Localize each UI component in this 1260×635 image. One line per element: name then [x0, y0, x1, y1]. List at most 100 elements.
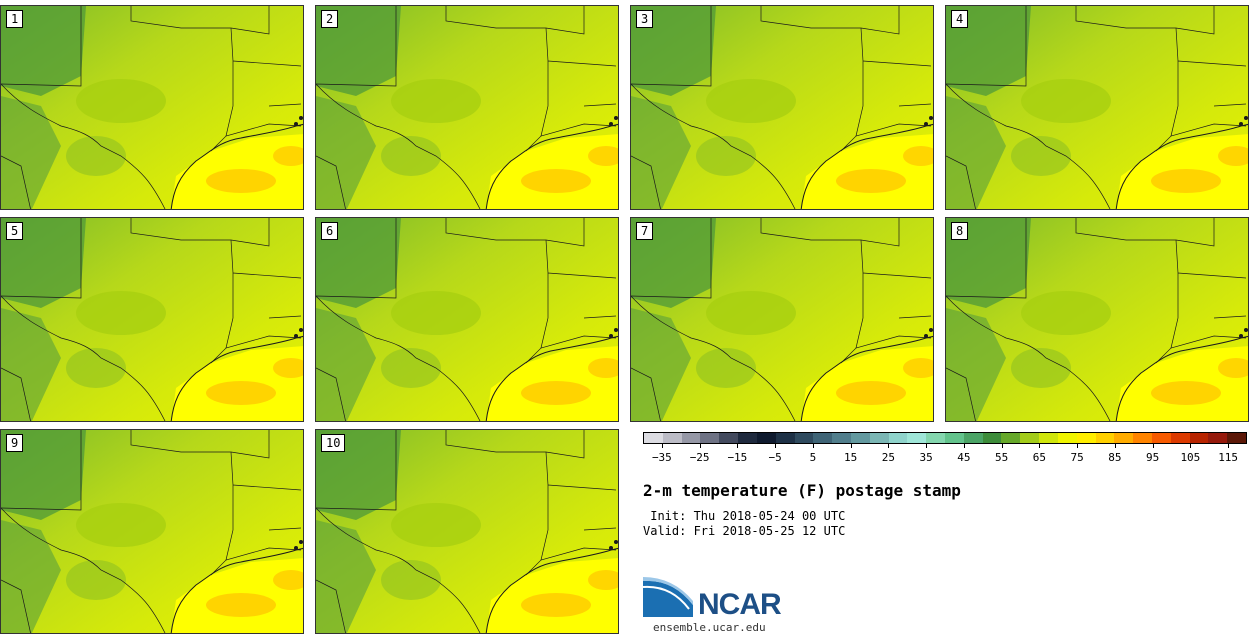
- colorbar-tick: [1001, 444, 1003, 448]
- colorbar-swatch: [945, 433, 964, 443]
- colorbar-swatch: [738, 433, 757, 443]
- colorbar-tick: [1152, 444, 1154, 448]
- member-label: 10: [321, 434, 346, 452]
- colorbar-tick-label: 115: [1218, 451, 1239, 464]
- colorbar-tick-label: −15: [727, 451, 748, 464]
- colorbar-swatch: [907, 433, 927, 443]
- temperature-map: [946, 218, 1248, 421]
- colorbar-tick: [888, 444, 890, 448]
- colorbar-swatch: [1039, 433, 1058, 443]
- colorbar-swatch: [850, 433, 870, 443]
- colorbar-tick-label: 55: [995, 451, 1009, 464]
- valid-time: Valid: Fri 2018-05-25 12 UTC: [643, 524, 846, 538]
- colorbar-tick-label: 85: [1108, 451, 1122, 464]
- colorbar-tick-label: 95: [1146, 451, 1160, 464]
- colorbar-tick: [699, 444, 701, 448]
- colorbar-swatch: [1208, 433, 1228, 443]
- colorbar-tick: [926, 444, 928, 448]
- colorbar-tick-label: 105: [1180, 451, 1201, 464]
- member-label: 9: [6, 434, 24, 452]
- temperature-map: [1, 430, 303, 633]
- colorbar-swatch: [1170, 433, 1190, 443]
- ncar-logo-icon: [643, 577, 693, 617]
- ncar-logo-text: NCAR: [698, 588, 782, 621]
- member-label: 1: [6, 10, 24, 28]
- colorbar-tick-label: 5: [809, 451, 817, 464]
- map-panel-9: 9: [0, 429, 304, 634]
- colorbar-swatch: [1095, 433, 1115, 443]
- colorbar-tick-label: −25: [689, 451, 710, 464]
- colorbar-ticks: −35 −25 −15 −5 5 15 25 35 45 55 65 75 85 95 105 115: [643, 444, 1247, 464]
- colorbar-tick: [775, 444, 777, 448]
- temperature-map: [1, 6, 303, 209]
- colorbar-tick: [850, 444, 852, 448]
- colorbar-swatch: [869, 433, 889, 443]
- colorbar-tick: [661, 444, 663, 448]
- colorbar-tick-label: 75: [1070, 451, 1084, 464]
- colorbar-swatch: [1020, 433, 1040, 443]
- colorbar-swatch: [719, 433, 739, 443]
- map-panel-5: 5: [0, 217, 304, 422]
- member-label: 4: [951, 10, 969, 28]
- colorbar-swatch: [982, 433, 1002, 443]
- map-panel-2: 2: [315, 5, 619, 210]
- colorbar-tick-label: 35: [919, 451, 933, 464]
- colorbar-tick: [1228, 444, 1230, 448]
- map-panel-1: 1: [0, 5, 304, 210]
- colorbar-tick-label: 25: [881, 451, 895, 464]
- temperature-map: [631, 218, 933, 421]
- temperature-map: [1, 218, 303, 421]
- colorbar-swatch: [681, 433, 701, 443]
- member-label: 2: [321, 10, 339, 28]
- member-label: 8: [951, 222, 969, 240]
- colorbar-tick-label: −35: [651, 451, 672, 464]
- colorbar-swatch: [1189, 433, 1209, 443]
- temperature-map: [316, 430, 618, 633]
- colorbar-swatch: [775, 433, 795, 443]
- colorbar-tick-label: 45: [957, 451, 971, 464]
- colorbar-swatch: [813, 433, 833, 443]
- member-label: 6: [321, 222, 339, 240]
- colorbar: [643, 432, 1247, 444]
- colorbar-tick: [812, 444, 814, 448]
- map-panel-6: 6: [315, 217, 619, 422]
- colorbar-tick: [1190, 444, 1192, 448]
- init-time: Init: Thu 2018-05-24 00 UTC: [643, 509, 846, 523]
- colorbar-swatch: [888, 433, 908, 443]
- colorbar-swatch: [963, 433, 983, 443]
- colorbar-swatch: [794, 433, 814, 443]
- colorbar-swatch: [1001, 433, 1021, 443]
- colorbar-tick: [1077, 444, 1079, 448]
- temperature-map: [316, 218, 618, 421]
- colorbar-tick: [737, 444, 739, 448]
- colorbar-swatch: [832, 433, 851, 443]
- colorbar-tick: [1114, 444, 1116, 448]
- temperature-map: [631, 6, 933, 209]
- member-label: 3: [636, 10, 654, 28]
- colorbar-swatch: [1076, 433, 1096, 443]
- member-label: 5: [6, 222, 24, 240]
- colorbar-tick: [1039, 444, 1041, 448]
- map-panel-3: 3: [630, 5, 934, 210]
- site-url: ensemble.ucar.edu: [653, 621, 766, 634]
- map-panel-8: 8: [945, 217, 1249, 422]
- map-panel-10: 10: [315, 429, 619, 634]
- colorbar-swatch: [700, 433, 720, 443]
- colorbar-tick-label: 15: [844, 451, 858, 464]
- colorbar-swatch: [756, 433, 776, 443]
- member-label: 7: [636, 222, 654, 240]
- colorbar-swatch: [1227, 433, 1246, 443]
- colorbar-swatch: [1114, 433, 1134, 443]
- colorbar-tick-label: −5: [768, 451, 782, 464]
- colorbar-swatch: [644, 433, 663, 443]
- colorbar-swatch: [662, 433, 682, 443]
- colorbar-swatch: [1133, 433, 1152, 443]
- temperature-map: [316, 6, 618, 209]
- colorbar-swatch: [1151, 433, 1171, 443]
- temperature-map: [946, 6, 1248, 209]
- map-panel-4: 4: [945, 5, 1249, 210]
- colorbar-tick-label: 65: [1032, 451, 1046, 464]
- map-panel-7: 7: [630, 217, 934, 422]
- colorbar-swatch: [1057, 433, 1077, 443]
- colorbar-tick: [963, 444, 965, 448]
